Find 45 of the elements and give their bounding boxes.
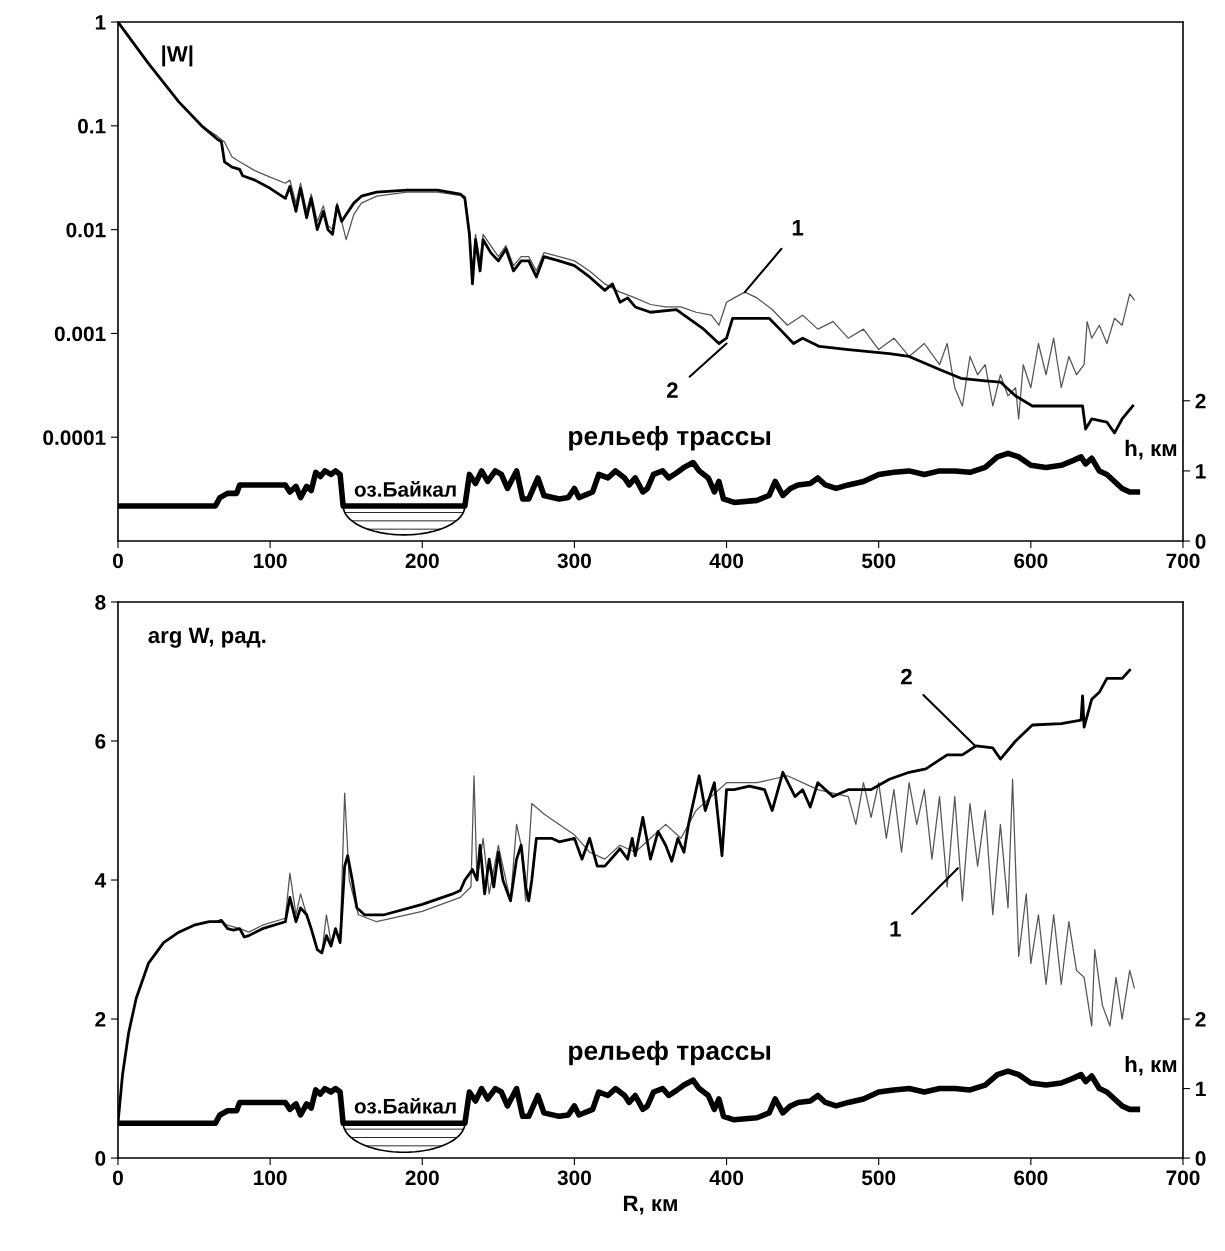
annotation: рельеф трассы	[569, 425, 771, 451]
x-axis-title: R, км	[623, 1195, 677, 1215]
x-tick-label: 0	[113, 553, 123, 569]
x-tick-label: 0	[113, 1170, 123, 1186]
x-tick-label: 500	[861, 553, 896, 569]
y2-tick-label: 2	[1195, 1012, 1206, 1027]
y2-tick-label: 1	[1196, 1081, 1206, 1097]
x-tick-label: 400	[709, 553, 744, 569]
x-tick-label: 100	[254, 553, 287, 569]
y2-tick-label: 0	[1195, 534, 1206, 549]
y2-tick-label: 1	[1196, 464, 1206, 479]
annotation: рельеф трассы	[569, 1040, 771, 1066]
annotation: 1	[792, 220, 804, 236]
y-tick-label: 4	[94, 873, 107, 888]
y-tick-label: 0.001	[54, 326, 106, 342]
x-tick-label: 300	[557, 553, 591, 569]
x-tick-label: 600	[1014, 1170, 1048, 1186]
y-tick-label: 1	[95, 15, 106, 30]
x-tick-label: 400	[709, 1170, 744, 1186]
x-tick-label: 200	[405, 1170, 439, 1186]
y-tick-label: 0.1	[78, 118, 106, 134]
annotation: 2	[901, 668, 912, 685]
x-tick-label: 100	[254, 1170, 287, 1186]
annotation: 2	[666, 382, 678, 398]
y-tick-label: 0.01	[66, 222, 106, 238]
y-tick-label: 0.0001	[43, 430, 106, 445]
annotation: оз.Байкал	[354, 1097, 456, 1114]
x-tick-label: 700	[1166, 553, 1200, 569]
annotation: оз.Байкал	[354, 481, 456, 497]
x-tick-label: 600	[1014, 553, 1048, 569]
y2-tick-label: 0	[1195, 1151, 1206, 1166]
x-tick-label: 300	[557, 1170, 591, 1186]
y-tick-label: 0	[95, 1151, 106, 1166]
y2-axis-title: h, км	[1125, 1055, 1177, 1076]
y-tick-label: 2	[95, 1012, 106, 1027]
annotation: 1	[890, 921, 901, 937]
x-tick-label: 700	[1166, 1170, 1200, 1186]
y2-tick-label: 2	[1195, 393, 1206, 409]
x-tick-label: 200	[405, 553, 439, 569]
x-tick-label: 500	[861, 1170, 896, 1186]
y2-axis-title: h, км	[1125, 439, 1177, 460]
y-tick-label: 6	[95, 734, 106, 749]
y-axis-title: |W|	[162, 45, 193, 67]
y-tick-label: 8	[95, 594, 106, 610]
y-axis-title: arg W, рад.	[148, 627, 266, 648]
